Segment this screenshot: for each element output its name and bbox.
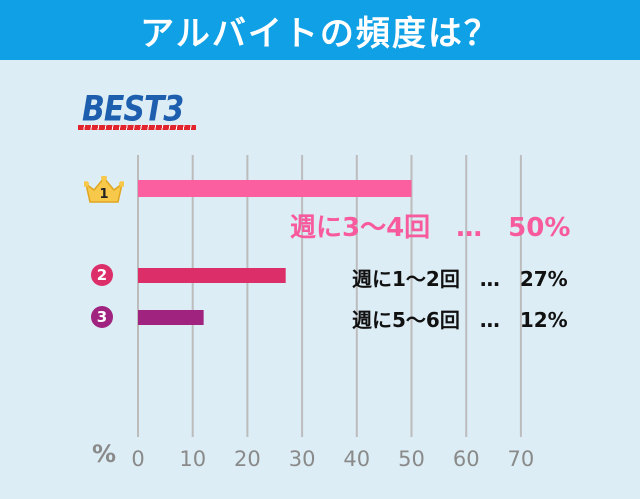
annotation-rank-2: 週に1～2回 … 27% [352, 267, 568, 291]
x-tick-label: 30 [289, 447, 316, 471]
bar-rank-2 [138, 268, 286, 283]
rank-2-badge: 2 [91, 264, 113, 286]
x-tick-label: 20 [234, 447, 261, 471]
best3-underline [78, 125, 196, 130]
best3-label: BEST3 [82, 89, 184, 130]
annotation-rank-3: 週に5～6回 … 12% [352, 308, 568, 332]
rank-3-badge: 3 [91, 306, 113, 328]
annotation-rank-1: 週に3～4回 … 50% [290, 213, 571, 243]
x-tick-label: 50 [398, 447, 425, 471]
title-bar: アルバイトの頻度は？ [0, 0, 640, 60]
x-tick-label: 40 [343, 447, 370, 471]
bar-rank-3 [138, 310, 204, 325]
x-tick-label: 0 [131, 447, 144, 471]
x-tick-label: 70 [508, 447, 535, 471]
crown-icon: 1 [83, 175, 125, 210]
page-title: アルバイトの頻度は？ [140, 13, 500, 54]
rank-1-number: 1 [99, 187, 108, 202]
x-tick-label: 60 [453, 447, 480, 471]
bar-rank-1 [138, 180, 412, 197]
x-axis-unit: % [92, 440, 117, 468]
x-tick-label: 10 [179, 447, 206, 471]
